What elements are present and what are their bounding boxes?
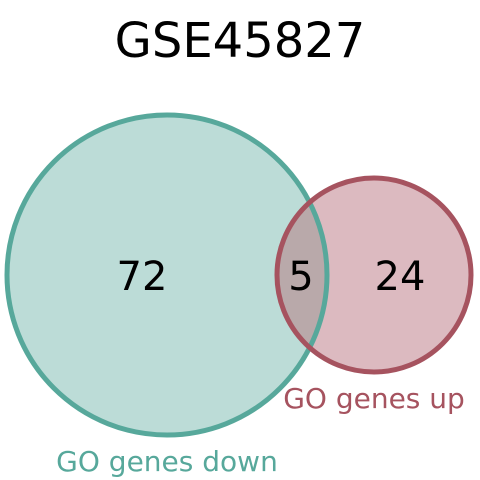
count-intersection: 5 [288,254,313,300]
diagram-title: GSE45827 [115,13,366,69]
set-label-up: GO genes up [283,382,465,415]
set-label-down: GO genes down [56,445,278,478]
count-up-only: 24 [375,254,426,300]
count-down-only: 72 [117,254,168,300]
